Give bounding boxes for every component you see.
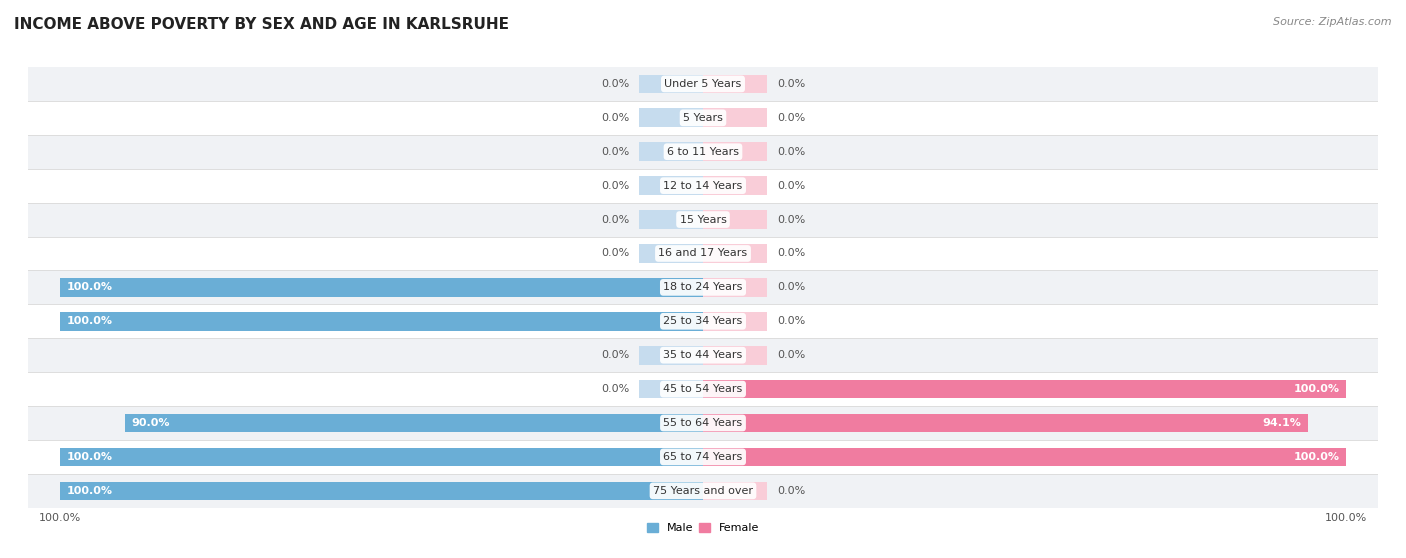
Bar (28, 372, 1378, 406)
Text: 0.0%: 0.0% (600, 384, 628, 394)
Text: 16 and 17 Years: 16 and 17 Years (658, 248, 748, 258)
Bar (60, 448, 703, 466)
Bar (638, 346, 703, 364)
Text: 0.0%: 0.0% (600, 248, 628, 258)
Bar (28, 203, 1378, 237)
Bar (703, 448, 1346, 466)
Bar (28, 338, 1378, 372)
Bar (703, 278, 768, 297)
Text: 0.0%: 0.0% (600, 79, 628, 89)
Bar (703, 108, 768, 127)
Bar (60, 278, 703, 297)
Bar (638, 380, 703, 398)
Text: 100.0%: 100.0% (66, 486, 112, 496)
Bar (125, 413, 703, 432)
Bar (638, 75, 703, 93)
Text: 0.0%: 0.0% (778, 147, 806, 157)
Text: Source: ZipAtlas.com: Source: ZipAtlas.com (1274, 17, 1392, 27)
Text: 0.0%: 0.0% (600, 113, 628, 123)
Bar (28, 67, 1378, 101)
Text: 0.0%: 0.0% (778, 248, 806, 258)
Bar (28, 271, 1378, 304)
Bar (703, 380, 1346, 398)
Bar (28, 169, 1378, 203)
Text: 100.0%: 100.0% (66, 316, 112, 326)
Text: 0.0%: 0.0% (778, 79, 806, 89)
Text: 75 Years and over: 75 Years and over (652, 486, 754, 496)
Text: 0.0%: 0.0% (600, 215, 628, 224)
Text: 0.0%: 0.0% (778, 486, 806, 496)
Bar (28, 406, 1378, 440)
Text: 0.0%: 0.0% (600, 181, 628, 191)
Bar (703, 142, 768, 161)
Text: 100.0%: 100.0% (66, 282, 112, 292)
Text: 0.0%: 0.0% (778, 316, 806, 326)
Text: 6 to 11 Years: 6 to 11 Years (666, 147, 740, 157)
Text: 0.0%: 0.0% (778, 215, 806, 224)
Bar (703, 210, 768, 229)
Text: 65 to 74 Years: 65 to 74 Years (664, 452, 742, 462)
Bar (703, 312, 768, 330)
Bar (638, 210, 703, 229)
Text: 0.0%: 0.0% (600, 147, 628, 157)
Text: 0.0%: 0.0% (778, 282, 806, 292)
Bar (60, 482, 703, 500)
Text: 12 to 14 Years: 12 to 14 Years (664, 181, 742, 191)
Text: 100.0%: 100.0% (66, 452, 112, 462)
Text: 18 to 24 Years: 18 to 24 Years (664, 282, 742, 292)
Text: 100.0%: 100.0% (1294, 384, 1340, 394)
Bar (638, 176, 703, 195)
Text: 94.1%: 94.1% (1263, 418, 1302, 428)
Text: 90.0%: 90.0% (131, 418, 170, 428)
Text: 25 to 34 Years: 25 to 34 Years (664, 316, 742, 326)
Legend: Male, Female: Male, Female (643, 518, 763, 537)
Bar (60, 312, 703, 330)
Bar (703, 482, 768, 500)
Text: 0.0%: 0.0% (778, 113, 806, 123)
Bar (28, 237, 1378, 271)
Text: INCOME ABOVE POVERTY BY SEX AND AGE IN KARLSRUHE: INCOME ABOVE POVERTY BY SEX AND AGE IN K… (14, 17, 509, 32)
Text: 5 Years: 5 Years (683, 113, 723, 123)
Bar (638, 108, 703, 127)
Bar (28, 304, 1378, 338)
Bar (703, 75, 768, 93)
Text: 35 to 44 Years: 35 to 44 Years (664, 350, 742, 360)
Text: 100.0%: 100.0% (1294, 452, 1340, 462)
Text: 45 to 54 Years: 45 to 54 Years (664, 384, 742, 394)
Bar (638, 142, 703, 161)
Bar (28, 101, 1378, 135)
Bar (703, 413, 1308, 432)
Bar (28, 474, 1378, 508)
Text: 55 to 64 Years: 55 to 64 Years (664, 418, 742, 428)
Bar (638, 244, 703, 263)
Bar (703, 244, 768, 263)
Text: 15 Years: 15 Years (679, 215, 727, 224)
Text: 0.0%: 0.0% (600, 350, 628, 360)
Bar (703, 346, 768, 364)
Bar (28, 440, 1378, 474)
Bar (28, 135, 1378, 169)
Text: 0.0%: 0.0% (778, 350, 806, 360)
Text: 0.0%: 0.0% (778, 181, 806, 191)
Bar (703, 176, 768, 195)
Text: Under 5 Years: Under 5 Years (665, 79, 741, 89)
